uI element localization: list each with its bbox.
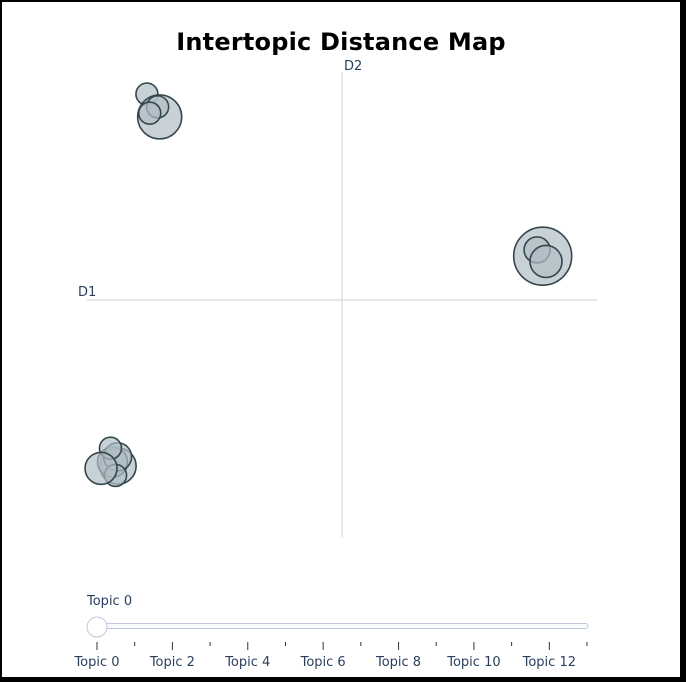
topic-bubble[interactable] (137, 101, 162, 125)
slider-tick-label: Topic 8 (375, 655, 421, 670)
slider-tick-label: Topic 6 (300, 655, 346, 670)
slider-handle[interactable] (86, 616, 108, 638)
topic-bubble[interactable] (84, 451, 118, 486)
slider-tick-label: Topic 0 (73, 655, 119, 670)
slider-tick-layer: Topic 0 Topic 2 Topic 4 Topic 6 Topic 8 Topic… (73, 642, 588, 670)
slider-rail[interactable] (92, 623, 589, 629)
bubble-layer (84, 82, 573, 488)
axis-label-d2: D2 (344, 59, 362, 74)
chart-frame (2, 2, 680, 677)
slider-tick-label: Topic 12 (522, 655, 576, 670)
chart-title: Intertopic Distance Map (176, 28, 506, 56)
slider-tick-label: Topic 2 (149, 655, 195, 670)
slider-tick-label: Topic 10 (446, 655, 500, 670)
topic-bubble[interactable] (529, 244, 563, 279)
slider-tick-label: Topic 4 (224, 655, 270, 670)
topic-slider[interactable]: Topic 0 Topic 2 Topic 4 Topic 6 Topic 8 Topic… (73, 616, 589, 670)
slider-current-label: Topic 0 (87, 594, 133, 609)
axis-label-d1: D1 (78, 285, 96, 300)
